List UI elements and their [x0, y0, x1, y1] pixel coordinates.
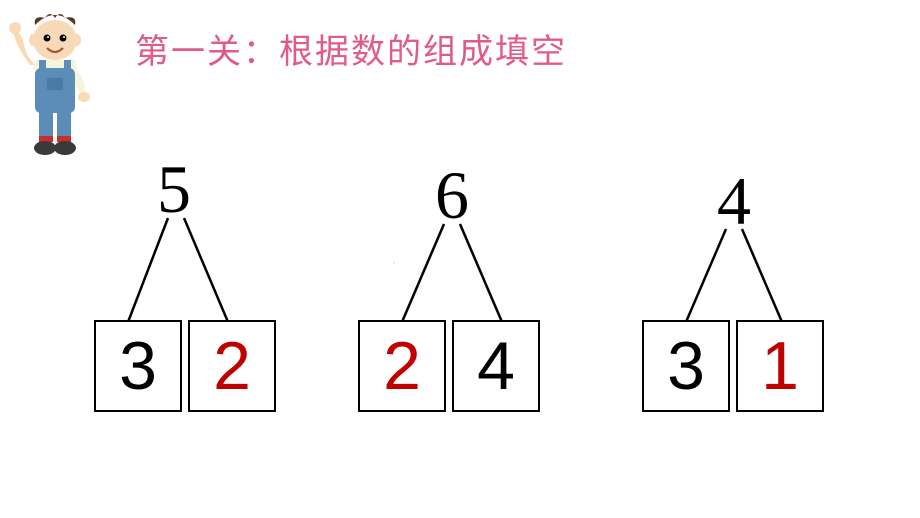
branches-3 — [644, 224, 844, 328]
box-3-right: 1 — [736, 320, 824, 412]
box-3-left-value: 3 — [667, 327, 705, 405]
page-title: 第一关：根据数的组成填空 — [135, 24, 567, 73]
branches-2 — [362, 218, 562, 328]
box-1-right: 2 — [188, 320, 276, 412]
box-2-right-value: 4 — [477, 327, 515, 405]
box-1-right-value: 2 — [213, 327, 251, 405]
box-1-left-value: 3 — [119, 327, 157, 405]
branches-1 — [100, 210, 300, 330]
cartoon-boy-icon — [5, 10, 105, 160]
box-3-left: 3 — [642, 320, 730, 412]
box-2-right: 4 — [452, 320, 540, 412]
box-3-right-value: 1 — [761, 327, 799, 405]
diagram-area: 5 3 2 6 2 4 4 3 1 — [0, 150, 920, 470]
box-2-left: 2 — [358, 320, 446, 412]
box-2-left-value: 2 — [383, 327, 421, 405]
box-1-left: 3 — [94, 320, 182, 412]
